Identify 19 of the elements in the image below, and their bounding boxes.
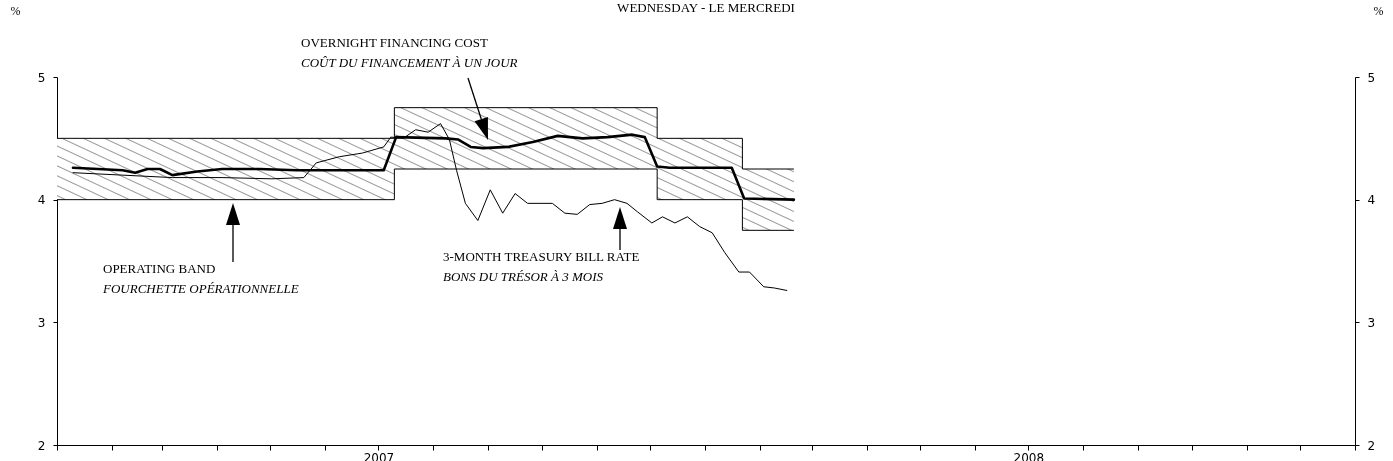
y-tick-label: 4 [37,193,46,208]
y2-axis-title: % [1373,3,1384,18]
annotation: OPERATING BAND [103,261,216,276]
y-tick-label: 3 [37,315,46,330]
y2-tick-label: 2 [1367,438,1376,453]
annotation: FOURCHETTE OPÉRATIONNELLE [102,281,299,296]
text: COÛT DU FINANCEMENT À UN JOUR [301,55,518,70]
x-tick-label: 2008 [1013,450,1045,461]
y-tick-label: 2 [37,438,46,453]
annotation: 3-MONTH TREASURY BILL RATE [443,249,640,264]
y2-tick-label: 5 [1367,70,1376,85]
x-tick-label: 2007 [363,450,395,461]
y-axis-title: % [10,3,21,18]
y2-tick-label: 3 [1367,315,1376,330]
annotation: BONS DU TRÉSOR À 3 MOIS [443,269,604,284]
chart-title: WEDNESDAY - LE MERCREDI [617,0,795,15]
text: OVERNIGHT FINANCING COST [301,35,488,50]
y-tick-label: 5 [37,70,46,85]
y2-tick-label: 4 [1367,193,1376,208]
